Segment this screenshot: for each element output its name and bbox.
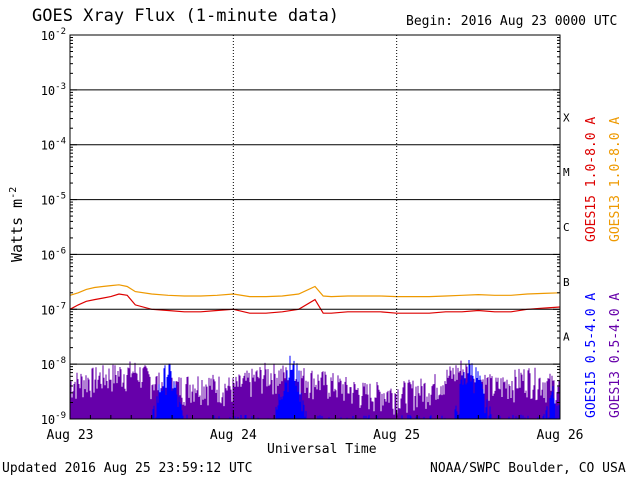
chart-axes: 10-9 10-8 10-7 10-6 10-5 10-4 10-3 10-2 Aug 23 Au… — [41, 27, 584, 443]
y-tick-label: 10-7 — [41, 301, 66, 317]
legend-goes15-long: GOES15 1.0-8.0 A — [584, 117, 599, 242]
x-tick-label-2: Aug 25 — [373, 428, 420, 443]
y-tick-label: 10-4 — [41, 137, 66, 153]
flare-class-label-A: A — [563, 331, 570, 344]
y-tick-label: 10-2 — [41, 27, 66, 43]
legend-goes13-long-text: GOES13 1.0-8.0 A — [608, 116, 623, 242]
flare-class-label-M: M — [563, 166, 570, 179]
legend-goes15-short-text: GOES15 0.5-4.0 A — [584, 292, 599, 418]
legend-goes15-short: GOES15 0.5-4.0 A — [584, 293, 599, 418]
flare-class-label-B: B — [563, 276, 570, 289]
x-tick-label-3: Aug 26 — [537, 428, 584, 443]
y-tick-label: 10-9 — [41, 411, 66, 427]
series-lines — [69, 284, 561, 314]
updated-timestamp: Updated 2016 Aug 25 23:59:12 UTC — [2, 461, 253, 476]
series-0-line — [69, 293, 561, 314]
chart-title: GOES Xray Flux (1-minute data) — [32, 6, 340, 26]
legend-goes13-long: GOES13 1.0-8.0 A — [608, 117, 623, 242]
flare-class-label-C: C — [563, 221, 570, 234]
begin-timestamp: Begin: 2016 Aug 23 0000 UTC — [406, 14, 618, 29]
x-axis-title: Universal Time — [267, 442, 377, 457]
flare-class-label-X: X — [563, 111, 570, 124]
y-tick-label: 10-6 — [41, 246, 66, 262]
plot-frame — [69, 34, 561, 420]
short-wave-fill — [69, 355, 561, 419]
legend-goes15-long-text: GOES15 1.0-8.0 A — [584, 116, 599, 242]
legend-goes13-short: GOES13 0.5-4.0 A — [608, 293, 623, 418]
x-tick-label-1: Aug 24 — [210, 428, 257, 443]
credit-line: NOAA/SWPC Boulder, CO USA — [430, 461, 626, 476]
y-tick-label: 10-3 — [41, 82, 66, 98]
y-tick-label: 10-5 — [41, 192, 66, 208]
x-tick-label-0: Aug 23 — [47, 428, 94, 443]
y-tick-label: 10-8 — [41, 356, 66, 372]
legend-goes13-short-text: GOES13 0.5-4.0 A — [608, 292, 623, 418]
series-1-line — [69, 284, 561, 298]
chart-grid — [70, 35, 560, 419]
